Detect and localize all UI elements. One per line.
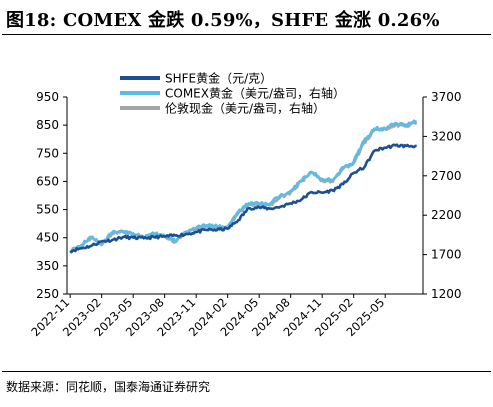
y-left-tick-label: 850 [36, 118, 59, 132]
source-note: 数据来源：同花顺，国泰海通证券研究 [6, 380, 211, 394]
plot-frame [66, 97, 424, 295]
legend-label-shfe: SHFE黄金（元/克） [165, 71, 272, 86]
y-right-tick-label: 1700 [431, 248, 462, 262]
series-line-comex [69, 119, 418, 253]
y-left-tick-label: 550 [36, 203, 59, 217]
legend-label-london: 伦敦现金（美元/盎司，右轴） [165, 101, 325, 116]
series-layer [69, 119, 418, 254]
legend-label-comex: COMEX黄金（美元/盎司，右轴） [165, 86, 345, 101]
y-right-tick-label: 2200 [431, 208, 462, 222]
source-rule [2, 371, 491, 372]
y-left-tick-label: 750 [36, 146, 59, 160]
y-left-tick-label: 350 [36, 259, 59, 273]
y-left-tick-label: 950 [36, 90, 59, 104]
figure-title: 图18: COMEX 金跌 0.59%，SHFE 金涨 0.26% [6, 10, 440, 31]
y-right-tick-label: 2700 [431, 169, 462, 183]
legend: SHFE黄金（元/克）COMEX黄金（美元/盎司，右轴）伦敦现金（美元/盎司，右… [120, 71, 345, 116]
y-right-tick-label: 3700 [431, 90, 462, 104]
axes-layer: 250 350 450 550 650 750 850 950 1200 1700 2200 2700… [28, 90, 461, 339]
y-left-tick-label: 650 [36, 174, 59, 188]
y-left-tick-label: 450 [36, 231, 59, 245]
series-line-london [69, 121, 418, 254]
y-left-tick-label: 250 [36, 287, 59, 301]
series-line-shfe [69, 143, 417, 254]
title-rule [2, 34, 491, 35]
y-right-tick-label: 1200 [431, 287, 462, 301]
y-right-tick-label: 3200 [431, 129, 462, 143]
